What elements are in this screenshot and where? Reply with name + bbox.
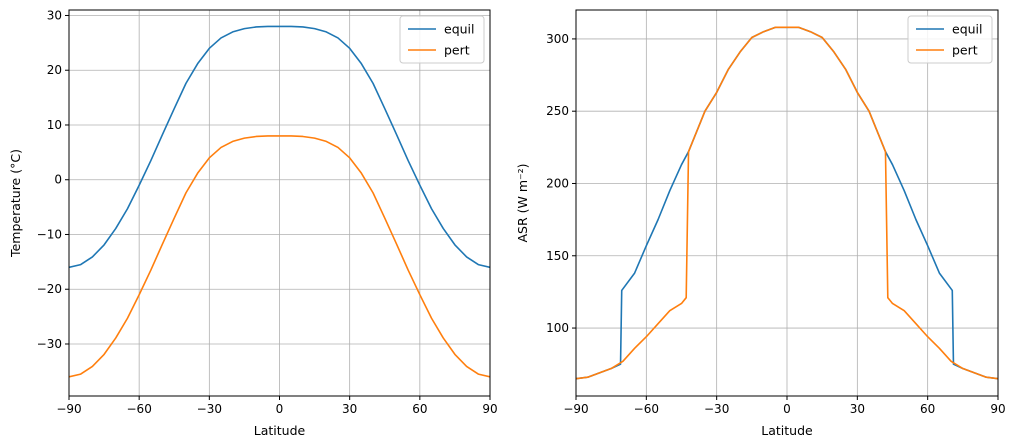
x-tick-label: −60 [634, 402, 659, 416]
x-tick-label: 90 [482, 402, 497, 416]
x-tick-label: 60 [412, 402, 427, 416]
legend-label-pert: pert [952, 43, 978, 58]
x-tick-label: −90 [56, 402, 81, 416]
series-line-pert [576, 26, 998, 380]
y-tick-label: 150 [546, 249, 569, 263]
x-axis-label: Latitude [761, 423, 813, 438]
x-tick-label: 60 [920, 402, 935, 416]
y-tick-label: −10 [37, 227, 62, 241]
y-tick-label: 10 [47, 118, 62, 132]
legend-label-pert: pert [444, 43, 470, 58]
y-axis-label: ASR (W m⁻²) [515, 163, 530, 242]
x-tick-label: 0 [276, 402, 284, 416]
x-tick-label: −30 [704, 402, 729, 416]
grid [575, 10, 999, 396]
legend: equil pert [399, 15, 485, 64]
x-tick-label: 30 [342, 402, 357, 416]
x-tick-label: −60 [127, 402, 152, 416]
chart-panel-2: −90 −60 −30 0 30 60 90 100 150 200 250 300 Latitude A… [515, 9, 1006, 438]
y-tick-label: 250 [546, 104, 569, 118]
legend: equil pert [907, 15, 993, 64]
y-axis-label: Temperature (°C) [8, 149, 23, 258]
x-tick-label: −30 [197, 402, 222, 416]
legend-box [907, 15, 993, 64]
legend-label-equil: equil [952, 22, 983, 37]
y-tick-label: −20 [37, 282, 62, 296]
x-tick-label: 30 [850, 402, 865, 416]
x-tick-label: 0 [783, 402, 791, 416]
x-axis-label: Latitude [254, 423, 306, 438]
x-tick-label: −90 [563, 402, 588, 416]
series-group [69, 25, 490, 378]
legend-label-equil: equil [444, 22, 475, 37]
series-line-pert [69, 135, 490, 378]
grid [68, 10, 491, 396]
y-tick-label: −30 [37, 337, 62, 351]
series-line-equil [69, 25, 490, 269]
y-tick-label: 100 [546, 321, 569, 335]
y-tick-label: 300 [546, 32, 569, 46]
y-tick-label: 30 [47, 8, 62, 22]
x-tick-label: 90 [990, 402, 1005, 416]
series-group [576, 26, 998, 380]
y-tick-label: 20 [47, 63, 62, 77]
y-tick-label: 0 [54, 173, 62, 187]
y-tick-label: 200 [546, 176, 569, 190]
legend-box [399, 15, 485, 64]
chart-panel-1: −90 −60 −30 0 30 60 90 −30 −20 −10 0 10 20 30 Latitude… [8, 8, 498, 438]
